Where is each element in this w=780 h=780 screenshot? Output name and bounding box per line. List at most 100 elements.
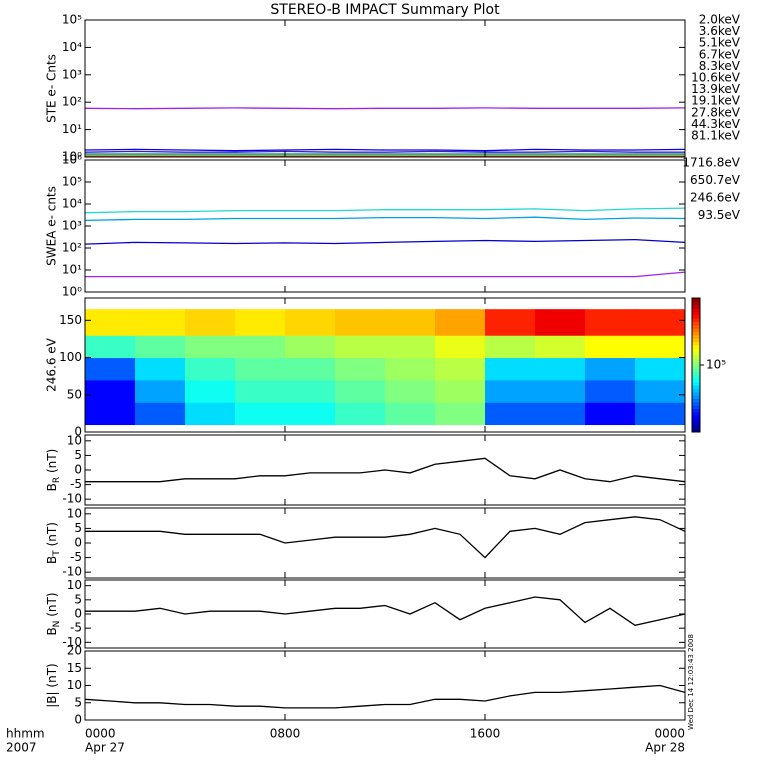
- colorbar-step: [692, 328, 700, 332]
- heat-cell: [585, 357, 636, 381]
- y-tick-label: 10¹: [62, 263, 82, 277]
- colorbar-step: [692, 368, 700, 373]
- heat-cell: [485, 335, 536, 359]
- colorbar-step: [692, 308, 700, 312]
- heat-cell: [635, 335, 685, 359]
- heat-cell: [285, 379, 336, 403]
- colorbar-step: [692, 338, 700, 343]
- legend-entry: 8.3keV: [699, 59, 741, 73]
- heat-cell: [185, 379, 236, 403]
- heat-cell: [385, 357, 436, 381]
- y-tick-label: 0: [74, 713, 82, 727]
- heat-cell: [435, 402, 486, 426]
- y-tick-label: 10: [67, 433, 82, 447]
- year-label: 2007: [6, 741, 37, 755]
- heat-cell: [385, 335, 436, 359]
- panel-frame: [84, 159, 686, 293]
- y-tick-label: -5: [70, 477, 82, 491]
- y-tick-label: 10²: [62, 241, 82, 255]
- colorbar-step: [692, 304, 700, 309]
- series-line: [85, 516, 685, 559]
- heat-cell: [285, 402, 336, 426]
- heat-cell: [335, 357, 386, 381]
- y-axis-label: 246.6 eV: [45, 337, 59, 392]
- heat-cell: [535, 357, 586, 381]
- heat-cell: [535, 379, 586, 403]
- y-tick-label: 10¹: [62, 122, 82, 136]
- legend-entry: 1716.8eV: [682, 156, 740, 170]
- label-unit: (nT): [45, 663, 59, 691]
- legend-entry: 19.1keV: [691, 94, 741, 108]
- y-tick-label: 10²: [62, 95, 82, 109]
- y-tick-label: 10⁴: [62, 40, 82, 54]
- heat-cell: [135, 357, 186, 381]
- timestamp: Wed Dec 14 12:03:43 2008: [687, 634, 695, 730]
- legend-entry: 81.1keV: [691, 129, 741, 143]
- heat-cell: [85, 379, 136, 403]
- y-tick-label: 10⁴: [62, 197, 82, 211]
- y-tick-label: 10⁵: [62, 13, 82, 27]
- heat-cell: [535, 335, 586, 359]
- colorbar-step: [692, 321, 700, 326]
- legend-entry: 2.0keV: [699, 13, 741, 27]
- heat-cell: [235, 309, 286, 336]
- legend-entry: 10.6keV: [691, 71, 741, 85]
- x-tick-label: 0000: [85, 727, 116, 741]
- y-axis-label: BN (nT): [45, 592, 62, 635]
- colorbar-step: [692, 401, 700, 406]
- colorbar-step: [692, 351, 700, 356]
- colorbar-step: [692, 344, 700, 349]
- colorbar-step: [692, 405, 700, 410]
- heat-cell: [235, 357, 286, 381]
- y-tick-label: 10⁰: [62, 285, 82, 299]
- series-line: [85, 596, 685, 626]
- colorbar-step: [692, 385, 700, 389]
- y-tick-label: -10: [62, 492, 82, 506]
- panel-frame: [84, 297, 686, 433]
- series-line: [85, 107, 685, 110]
- legend-entry: 13.9keV: [691, 82, 741, 96]
- panel-frame: [84, 650, 686, 721]
- colorbar-step: [692, 348, 700, 353]
- legend-entry: 650.7eV: [690, 173, 741, 187]
- heat-cell: [485, 357, 536, 381]
- series-line: [85, 457, 685, 483]
- heat-cell: [135, 379, 186, 403]
- series-line: [85, 216, 685, 222]
- colorbar-step: [692, 411, 700, 416]
- colorbar-step: [692, 341, 700, 346]
- heat-cell: [435, 357, 486, 381]
- colorbar-step: [692, 381, 700, 386]
- colorbar-step: [692, 378, 700, 383]
- legend-entry: 44.3keV: [691, 117, 741, 131]
- colorbar-step: [692, 408, 700, 413]
- label-sub: N: [52, 621, 62, 628]
- y-tick-label: -10: [62, 565, 82, 579]
- colorbar-step: [692, 371, 700, 376]
- heat-cell: [85, 402, 136, 426]
- y-tick-label: 5: [74, 521, 82, 535]
- y-tick-label: 50: [67, 387, 82, 401]
- colorbar-step: [692, 301, 700, 306]
- y-tick-label: 0: [74, 463, 82, 477]
- colorbar-step: [692, 388, 700, 393]
- y-tick-label: 10: [67, 578, 82, 592]
- colorbar-step: [692, 365, 700, 369]
- y-tick-label: 5: [74, 695, 82, 709]
- colorbar-step: [692, 331, 700, 336]
- heat-cell: [285, 357, 336, 381]
- label-main: |B|: [45, 691, 59, 707]
- heat-cell: [335, 379, 386, 403]
- label-unit: (nT): [45, 592, 59, 620]
- legend-entry: 93.5eV: [698, 208, 741, 222]
- colorbar-step: [692, 361, 700, 366]
- y-tick-label: 5: [74, 592, 82, 606]
- heat-cell: [585, 379, 636, 403]
- heat-cell: [335, 309, 386, 336]
- heat-cell: [235, 402, 286, 426]
- heat-cell: [335, 335, 386, 359]
- series-line: [85, 684, 685, 709]
- colorbar-step: [692, 375, 700, 379]
- heat-cell: [585, 402, 636, 426]
